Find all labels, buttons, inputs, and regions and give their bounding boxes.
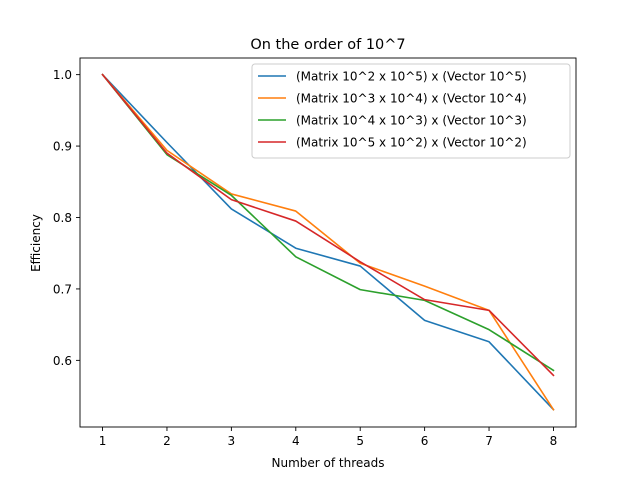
y-tick-label: 0.9: [53, 140, 72, 154]
x-tick-label: 2: [163, 434, 171, 448]
x-tick-label: 3: [228, 434, 236, 448]
y-tick-label: 0.7: [53, 282, 72, 296]
x-tick-label: 8: [550, 434, 558, 448]
x-tick-label: 6: [421, 434, 429, 448]
legend-label-1: (Matrix 10^2 x 10^5) x (Vector 10^5): [296, 70, 527, 84]
series-line-2: [101, 73, 555, 411]
x-tick-label: 1: [99, 434, 107, 448]
axes-frame: [79, 57, 577, 428]
x-tick-label: 5: [356, 434, 364, 448]
y-tick-label: 0.8: [53, 211, 72, 225]
legend-label-3: (Matrix 10^4 x 10^3) x (Vector 10^3): [296, 114, 527, 128]
legend: (Matrix 10^2 x 10^5) x (Vector 10^5) (Mat…: [251, 63, 571, 159]
plot-layer: [101, 73, 555, 411]
series-line-4: [101, 73, 555, 377]
chart-title: On the order of 10^7: [250, 37, 405, 53]
legend-label-2: (Matrix 10^3 x 10^4) x (Vector 10^4): [296, 92, 527, 106]
legend-label-4: (Matrix 10^5 x 10^2) x (Vector 10^2): [296, 136, 527, 150]
y-tick-label: 1.0: [53, 68, 72, 82]
y-tick-label: 0.6: [53, 354, 72, 368]
x-tick-label: 7: [485, 434, 493, 448]
legend-box: [251, 63, 571, 159]
axes-layer: 1 2 3 4 5 6 7 8 0.6 0.7 0.8 0.9 1.0: [53, 57, 577, 448]
series-line-1: [101, 73, 555, 411]
x-axis-label: Number of threads: [272, 456, 385, 470]
x-tick-label: 4: [292, 434, 300, 448]
y-axis-label: Efficiency: [29, 214, 43, 272]
